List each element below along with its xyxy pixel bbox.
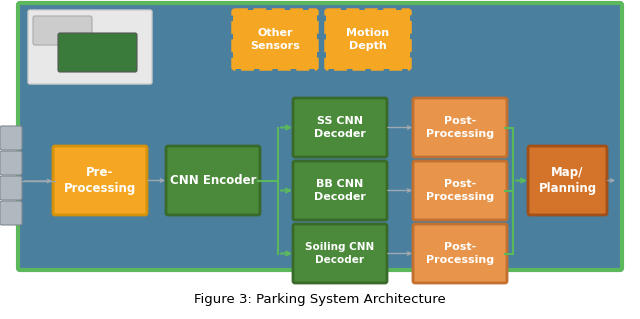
FancyBboxPatch shape [18,3,622,270]
FancyBboxPatch shape [0,151,22,175]
Text: Map/
Planning: Map/ Planning [538,166,596,195]
FancyBboxPatch shape [233,10,317,69]
Text: BB CNN
Decoder: BB CNN Decoder [314,179,366,202]
FancyBboxPatch shape [53,146,147,215]
Text: Other
Sensors: Other Sensors [250,28,300,51]
FancyBboxPatch shape [0,201,22,225]
FancyBboxPatch shape [0,176,22,200]
FancyBboxPatch shape [33,16,92,45]
Text: Motion
Depth: Motion Depth [346,28,390,51]
Text: Soiling CNN
Decoder: Soiling CNN Decoder [305,242,374,265]
Text: Pre-
Processing: Pre- Processing [64,166,136,195]
Text: SS CNN
Decoder: SS CNN Decoder [314,116,366,139]
Text: Post-
Processing: Post- Processing [426,179,494,202]
FancyBboxPatch shape [326,10,410,69]
Text: Post-
Processing: Post- Processing [426,116,494,139]
FancyBboxPatch shape [0,126,22,150]
FancyBboxPatch shape [528,146,607,215]
FancyBboxPatch shape [413,224,507,283]
FancyBboxPatch shape [293,224,387,283]
FancyBboxPatch shape [293,98,387,157]
FancyBboxPatch shape [166,146,260,215]
Text: Post-
Processing: Post- Processing [426,242,494,265]
FancyBboxPatch shape [413,161,507,220]
Text: Figure 3: Parking System Architecture: Figure 3: Parking System Architecture [194,293,446,307]
Text: CNN Encoder: CNN Encoder [170,174,256,187]
FancyBboxPatch shape [413,98,507,157]
FancyBboxPatch shape [28,10,152,84]
FancyBboxPatch shape [58,33,137,72]
FancyBboxPatch shape [293,161,387,220]
